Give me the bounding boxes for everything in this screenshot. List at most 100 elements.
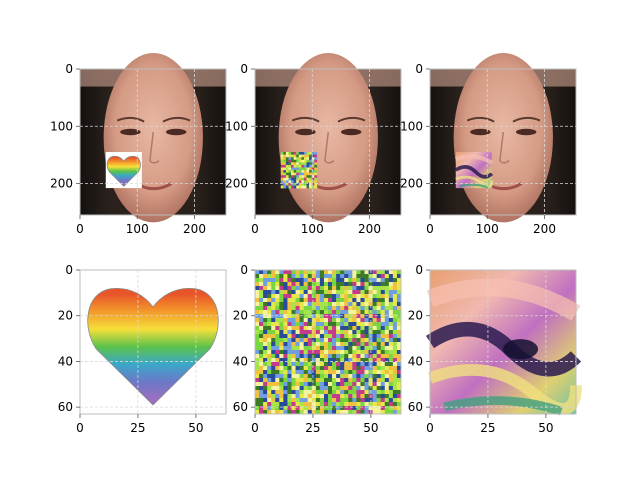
noise-cell bbox=[315, 374, 321, 379]
noise-cell bbox=[396, 302, 402, 307]
noise-cell bbox=[263, 342, 268, 347]
noise-cell bbox=[340, 286, 345, 291]
noise-cell bbox=[311, 338, 317, 343]
noise-cell bbox=[336, 358, 341, 363]
noise-cell bbox=[376, 342, 382, 347]
noise-cell bbox=[263, 390, 268, 395]
noise-cell bbox=[376, 306, 382, 311]
noise-cell bbox=[299, 294, 304, 299]
noise-cell bbox=[271, 394, 276, 399]
noise-cell bbox=[299, 390, 304, 395]
patch-noise-cell bbox=[306, 180, 310, 184]
noise-cell bbox=[344, 362, 349, 367]
noise-cell bbox=[388, 406, 394, 411]
y-tick-label: 200 bbox=[225, 177, 248, 191]
noise-cell bbox=[303, 366, 309, 371]
noise-cell bbox=[315, 350, 321, 355]
noise-cell bbox=[392, 358, 398, 363]
noise-cell bbox=[283, 398, 288, 403]
noise-cell bbox=[348, 386, 353, 391]
noise-cell bbox=[303, 358, 309, 363]
noise-cell bbox=[332, 358, 337, 363]
y-tick-label: 200 bbox=[400, 177, 423, 191]
noise-cell bbox=[299, 358, 304, 363]
noise-cell bbox=[319, 318, 325, 323]
noise-cell bbox=[376, 314, 382, 319]
noise-cell bbox=[287, 390, 292, 395]
noise-cell bbox=[372, 374, 377, 379]
noise-cell bbox=[259, 282, 264, 287]
noise-cell bbox=[323, 402, 329, 407]
noise-cell bbox=[380, 398, 386, 403]
noise-cell bbox=[271, 318, 276, 323]
noise-cell bbox=[360, 322, 365, 327]
noise-cell bbox=[392, 370, 398, 375]
noise-cell bbox=[319, 390, 325, 395]
noise-cell bbox=[323, 322, 329, 327]
noise-cell bbox=[376, 290, 382, 295]
noise-cell bbox=[328, 302, 333, 307]
noise-cell bbox=[307, 346, 313, 351]
patch-noise-cell bbox=[303, 170, 307, 173]
noise-cell bbox=[287, 330, 292, 335]
noise-cell bbox=[287, 378, 292, 383]
noise-cell bbox=[255, 274, 260, 279]
noise-cell bbox=[259, 390, 264, 395]
patch-noise-cell bbox=[296, 177, 300, 181]
noise-cell bbox=[372, 310, 377, 315]
noise-cell bbox=[287, 286, 292, 291]
noise-cell bbox=[283, 386, 288, 391]
noise-cell bbox=[279, 338, 284, 343]
noise-cell bbox=[340, 358, 345, 363]
noise-cell bbox=[295, 326, 300, 331]
patch-noise-cell bbox=[291, 152, 294, 155]
noise-cell bbox=[336, 314, 341, 319]
noise-cell bbox=[376, 366, 382, 371]
noise-cell bbox=[279, 302, 284, 307]
noise-cell bbox=[307, 350, 313, 355]
noise-cell bbox=[372, 366, 377, 371]
noise-cell bbox=[360, 362, 365, 367]
noise-cell bbox=[328, 382, 333, 387]
noise-cell bbox=[328, 362, 333, 367]
noise-cell bbox=[392, 290, 398, 295]
noise-cell bbox=[360, 302, 365, 307]
noise-cell bbox=[263, 286, 268, 291]
noise-cell bbox=[299, 394, 304, 399]
noise-cell bbox=[291, 362, 296, 367]
noise-cell bbox=[360, 406, 365, 411]
patch-noise-cell bbox=[314, 172, 318, 176]
noise-cell bbox=[287, 386, 292, 391]
noise-cell bbox=[311, 398, 317, 403]
noise-cell bbox=[283, 302, 288, 307]
noise-cell bbox=[311, 314, 317, 319]
noise-cell bbox=[396, 314, 402, 319]
noise-cell bbox=[259, 334, 264, 339]
patch-noise-cell bbox=[303, 180, 307, 184]
noise-cell bbox=[287, 298, 292, 303]
patch-noise-cell bbox=[280, 152, 284, 155]
noise-cell bbox=[319, 342, 325, 347]
noise-cell bbox=[352, 314, 357, 319]
noise-cell bbox=[295, 382, 300, 387]
noise-cell bbox=[315, 370, 321, 375]
noise-cell bbox=[267, 370, 272, 375]
noise-cell bbox=[259, 270, 264, 275]
noise-cell bbox=[356, 290, 361, 295]
noise-cell bbox=[255, 326, 260, 331]
right-eye bbox=[165, 128, 187, 136]
noise-cell bbox=[392, 378, 398, 383]
noise-cell bbox=[267, 346, 272, 351]
noise-cell bbox=[283, 282, 288, 287]
right-brow bbox=[512, 116, 541, 123]
noise-cell bbox=[380, 326, 386, 331]
noise-cell bbox=[336, 386, 341, 391]
noise-cell bbox=[267, 398, 272, 403]
noise-cell bbox=[360, 274, 365, 279]
noise-cell bbox=[364, 318, 369, 323]
noise-cell bbox=[291, 338, 296, 343]
patch-noise-cell bbox=[296, 164, 300, 168]
noise-cell bbox=[263, 322, 268, 327]
patch-noise-cell bbox=[296, 185, 300, 189]
